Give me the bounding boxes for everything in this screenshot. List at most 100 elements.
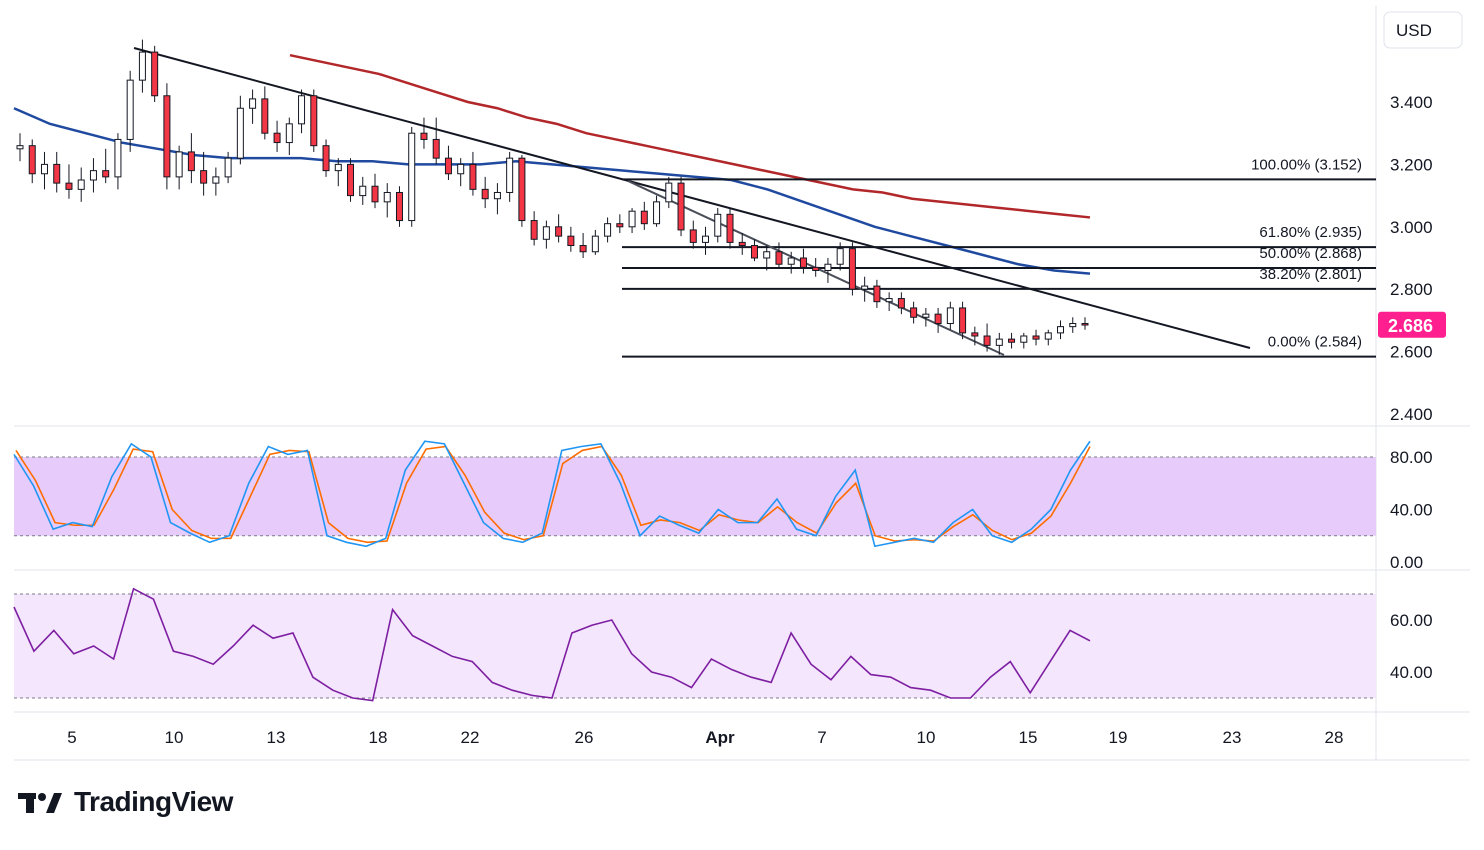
candle [799, 248, 807, 274]
price-tick-label: 2.600 [1390, 343, 1433, 362]
time-tick-label: 28 [1325, 728, 1344, 747]
stochastic-d-line [15, 445, 1091, 544]
fib-label: 100.00% (3.152) [1251, 156, 1362, 173]
candle [873, 279, 881, 308]
candle [848, 242, 856, 296]
candle [28, 139, 36, 184]
price-tick-label: 3.200 [1390, 155, 1433, 174]
fib-label: 50.00% (2.868) [1259, 245, 1362, 262]
candle [763, 245, 771, 271]
time-tick-label: 23 [1223, 728, 1242, 747]
candle [89, 158, 97, 193]
candle [175, 145, 183, 190]
candle [1081, 317, 1089, 330]
candle [432, 117, 440, 165]
stochastic-axis[interactable]: 80.00 40.00 0.00 [1390, 448, 1433, 572]
candle [310, 89, 318, 152]
currency-label: USD [1396, 21, 1432, 40]
fib-label: 61.80% (2.935) [1259, 224, 1362, 241]
time-tick-label: 13 [267, 728, 286, 747]
candle [53, 151, 61, 193]
stochastic-tick-label: 0.00 [1390, 553, 1423, 572]
candle [653, 195, 661, 227]
candle [359, 176, 367, 205]
candle [457, 158, 465, 187]
candle [200, 151, 208, 196]
candle [65, 164, 73, 199]
candle [995, 332, 1003, 355]
price-axis[interactable]: 3.400 3.200 3.000 2.800 2.600 2.400 [1390, 93, 1433, 424]
candle [885, 292, 893, 312]
candle [861, 276, 869, 302]
candle [579, 233, 587, 258]
candle [249, 89, 257, 124]
candle [126, 70, 134, 152]
candle [493, 183, 501, 215]
candle [212, 167, 220, 196]
rsi-axis[interactable]: 60.00 40.00 [1390, 611, 1433, 682]
candle [628, 208, 636, 234]
rsi-line [13, 587, 1091, 702]
candle [971, 326, 979, 346]
time-tick-label: Apr [705, 728, 735, 747]
trendline-main [133, 47, 1251, 349]
candle [591, 229, 599, 255]
fib-label: 38.20% (2.801) [1259, 266, 1362, 283]
candle [224, 151, 232, 184]
time-tick-label: 26 [575, 728, 594, 747]
rsi-tick-label: 60.00 [1390, 611, 1433, 630]
candle [1044, 329, 1052, 346]
candle [677, 176, 685, 237]
fib-label: 0.00% (2.584) [1268, 334, 1362, 351]
candle [542, 220, 550, 249]
candle [285, 117, 293, 156]
candle [151, 45, 159, 102]
candle [959, 301, 967, 340]
price-tick-label: 2.800 [1390, 280, 1433, 299]
candle [714, 208, 722, 243]
candle [444, 145, 452, 180]
candle [1069, 317, 1077, 333]
rsi-band [14, 594, 1376, 698]
last-price-tag: 2.686 [1378, 311, 1446, 338]
time-tick-label: 7 [817, 728, 826, 747]
candle [530, 211, 538, 246]
time-tick-label: 19 [1109, 728, 1128, 747]
candle [77, 167, 85, 202]
stochastic-tick-label: 40.00 [1390, 501, 1433, 520]
candle [420, 117, 428, 149]
candle [555, 214, 563, 243]
stochastic-band [14, 457, 1376, 536]
candle [1057, 320, 1065, 340]
candle [812, 258, 820, 277]
moving-average-mid [13, 107, 1091, 275]
time-axis[interactable]: 5 10 13 18 22 26 Apr 7 10 15 19 23 28 [67, 728, 1343, 747]
time-tick-label: 10 [917, 728, 936, 747]
candle [273, 120, 281, 152]
candle [236, 95, 244, 165]
candle [836, 242, 844, 271]
candle [114, 133, 122, 190]
candle [383, 183, 391, 218]
candle [187, 133, 195, 184]
candle [934, 307, 942, 333]
time-tick-label: 18 [369, 728, 388, 747]
candle [897, 292, 905, 315]
candle [922, 307, 930, 327]
candle [640, 201, 648, 230]
candle [665, 176, 673, 209]
candle [138, 39, 146, 93]
candle [334, 158, 342, 187]
currency-selector[interactable]: USD [1383, 11, 1463, 49]
candle [371, 173, 379, 209]
candle [408, 126, 416, 227]
candle [261, 86, 269, 140]
candlestick-series [16, 39, 1089, 355]
candle [604, 217, 612, 243]
tradingview-logo[interactable]: TradingView [18, 786, 233, 818]
candle [702, 226, 710, 255]
stochastic-tick-label: 80.00 [1390, 448, 1433, 467]
candle [518, 155, 526, 227]
stochastic-k-line [13, 440, 1091, 548]
